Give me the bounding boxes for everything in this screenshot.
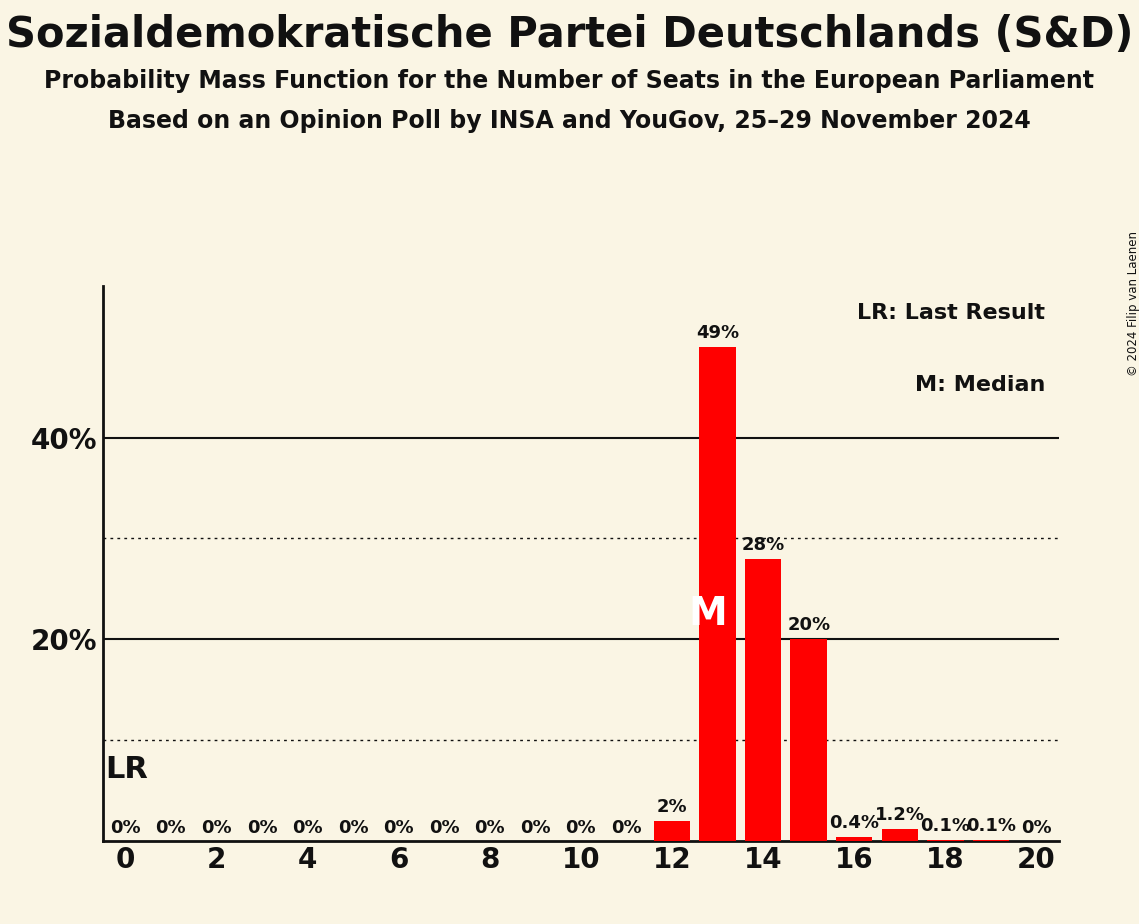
Text: 0%: 0%	[293, 819, 322, 837]
Text: 0%: 0%	[338, 819, 368, 837]
Text: 0.1%: 0.1%	[920, 817, 970, 834]
Text: 0%: 0%	[110, 819, 140, 837]
Text: 0%: 0%	[384, 819, 413, 837]
Text: 49%: 49%	[696, 324, 739, 342]
Text: LR: LR	[105, 755, 148, 784]
Text: 0.4%: 0.4%	[829, 814, 879, 832]
Text: Based on an Opinion Poll by INSA and YouGov, 25–29 November 2024: Based on an Opinion Poll by INSA and You…	[108, 109, 1031, 133]
Text: 0%: 0%	[156, 819, 186, 837]
Text: Probability Mass Function for the Number of Seats in the European Parliament: Probability Mass Function for the Number…	[44, 69, 1095, 93]
Bar	[699, 346, 736, 841]
Bar	[745, 559, 781, 841]
Text: 28%: 28%	[741, 536, 785, 553]
Bar	[973, 840, 1009, 841]
Bar	[654, 821, 690, 841]
Text: 0%: 0%	[475, 819, 505, 837]
Bar	[836, 837, 872, 841]
Bar	[927, 840, 964, 841]
Text: 0%: 0%	[202, 819, 231, 837]
Text: 20%: 20%	[787, 616, 830, 634]
Bar	[882, 829, 918, 841]
Bar	[790, 639, 827, 841]
Text: 0%: 0%	[247, 819, 277, 837]
Text: 0%: 0%	[521, 819, 550, 837]
Text: M: Median: M: Median	[915, 375, 1044, 395]
Text: LR: Last Result: LR: Last Result	[857, 303, 1044, 323]
Text: 1.2%: 1.2%	[875, 806, 925, 823]
Text: © 2024 Filip van Laenen: © 2024 Filip van Laenen	[1126, 231, 1139, 376]
Text: 0%: 0%	[429, 819, 459, 837]
Text: 0%: 0%	[566, 819, 596, 837]
Text: M: M	[688, 595, 727, 633]
Text: 0%: 0%	[612, 819, 641, 837]
Text: 0.1%: 0.1%	[966, 817, 1016, 834]
Text: 2%: 2%	[657, 797, 687, 816]
Text: 0%: 0%	[1022, 819, 1051, 837]
Text: Sozialdemokratische Partei Deutschlands (S&D): Sozialdemokratische Partei Deutschlands …	[6, 14, 1133, 55]
